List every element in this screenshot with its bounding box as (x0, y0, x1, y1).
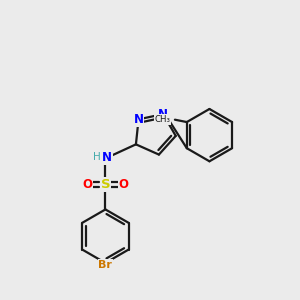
Text: N: N (102, 151, 112, 164)
Text: N: N (134, 113, 144, 126)
Text: O: O (82, 178, 92, 191)
Text: CH₃: CH₃ (154, 115, 170, 124)
Text: O: O (119, 178, 129, 191)
Text: Br: Br (98, 260, 112, 270)
Text: S: S (100, 178, 110, 191)
Text: H: H (93, 152, 101, 161)
Text: N: N (158, 108, 168, 121)
